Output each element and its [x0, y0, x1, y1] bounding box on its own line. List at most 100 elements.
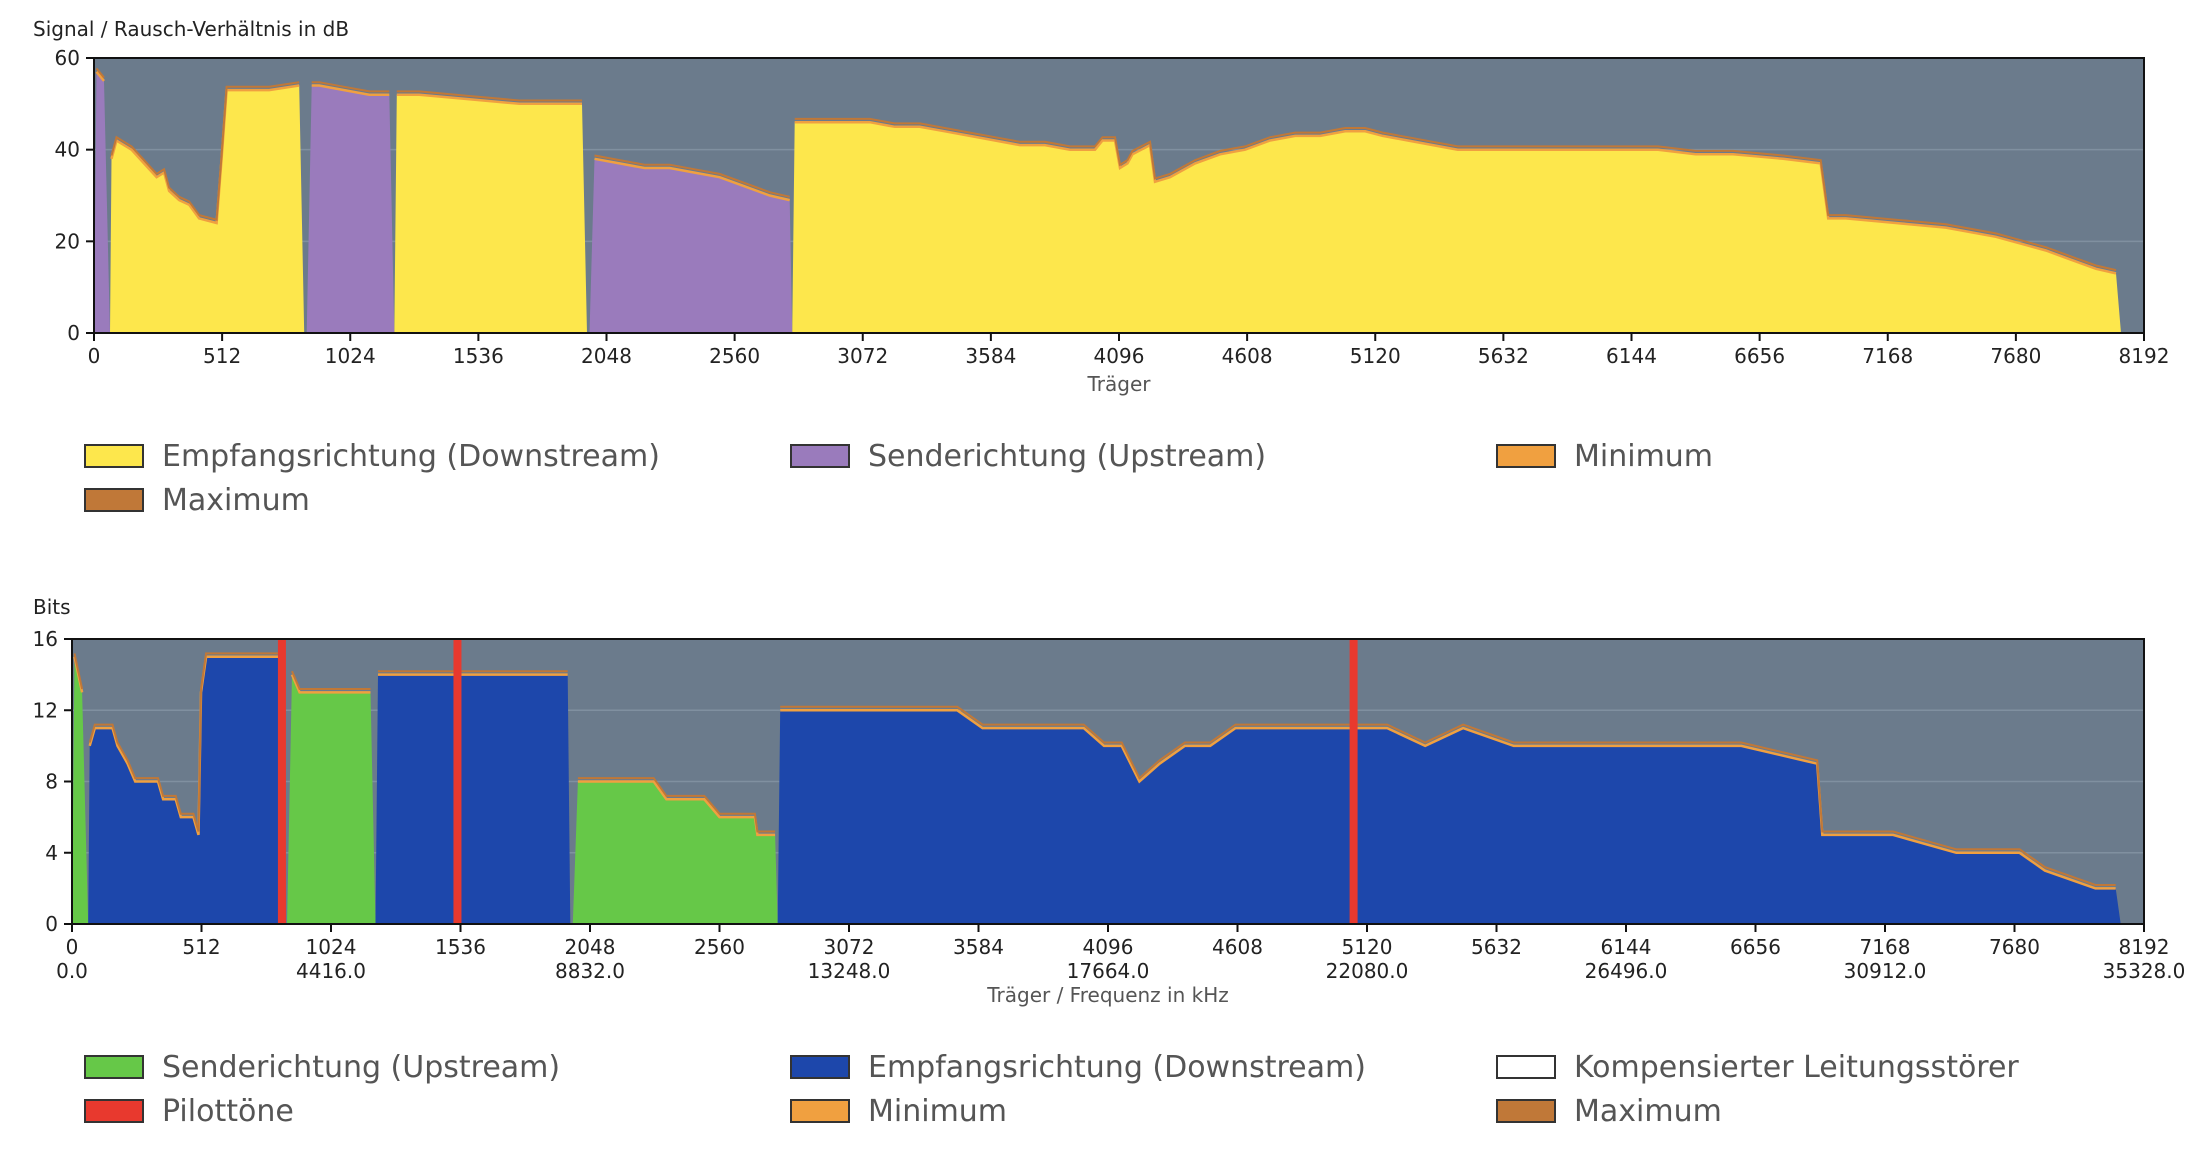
legend-item-compensated-interferer[interactable]: Kompensierter Leitungsstörer — [1496, 1047, 2019, 1087]
series-area — [375, 674, 571, 924]
snr-chart-ylabel: Signal / Rausch-Verhältnis in dB — [33, 17, 349, 41]
series-area — [287, 674, 376, 924]
maximum-line — [95, 67, 105, 79]
legend-item-maximum[interactable]: Maximum — [1496, 1091, 1722, 1131]
legend-label: Empfangsrichtung (Downstream) — [162, 438, 660, 474]
x-tick-label: 6144 — [1606, 344, 1657, 368]
snr-chart-xticks: 0 512 1024 1536 2048 2560 3072 3584 4096 4608 5120… — [88, 333, 2170, 368]
minimum-line — [311, 84, 390, 96]
x-tick-label: 5120 — [1350, 344, 1401, 368]
pilot-tone-mark — [1349, 639, 1358, 924]
x-tick-label: 4096 — [1083, 935, 1134, 959]
x-tick-label: 2048 — [565, 935, 616, 959]
x-tick-label: 7680 — [1990, 344, 2041, 368]
legend-swatch — [84, 1055, 144, 1079]
y-tick-label: 60 — [55, 46, 80, 70]
maximum-line — [311, 81, 390, 93]
x-tick-label: 0 — [66, 935, 79, 959]
x-tick-label: 512 — [203, 344, 241, 368]
minimum-line — [95, 71, 105, 82]
legend-swatch — [84, 444, 144, 468]
series-area — [72, 656, 89, 924]
x-freq-tick-label: 26496.0 — [1585, 959, 1668, 983]
x-tick-label: 7168 — [1860, 935, 1911, 959]
series-area — [792, 122, 2122, 333]
x-tick-label: 4096 — [1094, 344, 1145, 368]
bits-chart-pilot-tones — [277, 639, 1358, 924]
x-tick-label: 6656 — [1730, 935, 1781, 959]
y-tick-label: 4 — [45, 841, 58, 865]
x-tick-label: 1024 — [306, 935, 357, 959]
legend-label: Maximum — [1574, 1093, 1722, 1129]
x-tick-label: 2048 — [581, 344, 632, 368]
legend-item-upstream[interactable]: Senderichtung (Upstream) — [790, 436, 1266, 476]
x-tick-label: 7168 — [1862, 344, 1913, 368]
legend-item-downstream[interactable]: Empfangsrichtung (Downstream) — [84, 436, 660, 476]
legend-swatch — [84, 488, 144, 512]
x-tick-label: 3584 — [953, 935, 1004, 959]
minimum-line — [594, 157, 790, 202]
maximum-line — [110, 81, 300, 221]
y-tick-label: 40 — [55, 138, 80, 162]
bits-chart: Bits 0 512 1024 1536 2048 2560 3072 3584 4096 460… — [33, 595, 2186, 1007]
x-tick-label: 1024 — [325, 344, 376, 368]
legend-label: Kompensierter Leitungsstörer — [1574, 1049, 2019, 1085]
bits-chart-legend: Senderichtung (Upstream) Empfangsrichtun… — [0, 1047, 2194, 1147]
legend-swatch — [1496, 1099, 1556, 1123]
bits-chart-series — [72, 652, 2121, 924]
x-tick-label: 3584 — [965, 344, 1016, 368]
legend-item-pilot-tones[interactable]: Pilottöne — [84, 1091, 294, 1131]
legend-label: Pilottöne — [162, 1093, 294, 1129]
x-tick-label: 0 — [88, 344, 101, 368]
x-tick-label: 4608 — [1212, 935, 1263, 959]
x-freq-tick-label: 0.0 — [56, 959, 88, 983]
x-tick-label: 8192 — [2119, 935, 2170, 959]
legend-swatch — [1496, 1055, 1556, 1079]
y-tick-label: 12 — [33, 698, 58, 722]
minimum-line — [780, 709, 2116, 890]
legend-label: Minimum — [868, 1093, 1008, 1129]
series-area — [589, 158, 793, 333]
x-tick-label: 4608 — [1222, 344, 1273, 368]
snr-chart-legend: Empfangsrichtung (Downstream) Sendericht… — [0, 436, 2194, 536]
legend-item-downstream[interactable]: Empfangsrichtung (Downstream) — [790, 1047, 1366, 1087]
series-area — [777, 710, 2121, 924]
maximum-line — [594, 154, 790, 198]
x-tick-label: 2560 — [694, 935, 745, 959]
maximum-line — [577, 777, 776, 833]
legend-swatch — [790, 1099, 850, 1123]
snr-chart-series — [94, 67, 2122, 334]
x-tick-label: 5632 — [1471, 935, 1522, 959]
legend-swatch — [84, 1099, 144, 1123]
legend-item-minimum[interactable]: Minimum — [790, 1091, 1007, 1131]
bits-chart-xlabel: Träger / Frequenz in kHz — [986, 983, 1228, 1007]
x-tick-label: 8192 — [2119, 344, 2170, 368]
maximum-line — [73, 653, 84, 690]
x-tick-label: 5632 — [1478, 344, 1529, 368]
x-tick-label: 6144 — [1601, 935, 1652, 959]
x-freq-tick-label: 22080.0 — [1326, 959, 1409, 983]
x-freq-tick-label: 35328.0 — [2103, 959, 2186, 983]
snr-chart: Signal / Rausch-Verhältnis in dB 0 512 102… — [33, 17, 2169, 396]
legend-swatch — [1496, 444, 1556, 468]
legend-item-upstream[interactable]: Senderichtung (Upstream) — [84, 1047, 560, 1087]
maximum-line — [291, 670, 371, 690]
series-area — [306, 85, 395, 333]
x-freq-tick-label: 13248.0 — [808, 959, 891, 983]
pilot-tone-mark — [277, 639, 286, 924]
x-tick-label: 1536 — [435, 935, 486, 959]
minimum-line — [290, 674, 371, 694]
minimum-line — [110, 84, 300, 225]
snr-chart-xlabel: Träger — [1087, 372, 1152, 396]
minimum-line — [396, 93, 582, 106]
legend-item-maximum[interactable]: Maximum — [84, 480, 310, 520]
maximum-line — [780, 705, 2116, 886]
x-tick-label: 512 — [182, 935, 220, 959]
y-tick-label: 8 — [45, 770, 58, 794]
legend-label: Maximum — [162, 482, 310, 518]
y-tick-label: 16 — [33, 627, 58, 651]
legend-item-minimum[interactable]: Minimum — [1496, 436, 1713, 476]
pilot-tone-mark — [453, 639, 462, 924]
y-tick-label: 20 — [55, 229, 80, 253]
